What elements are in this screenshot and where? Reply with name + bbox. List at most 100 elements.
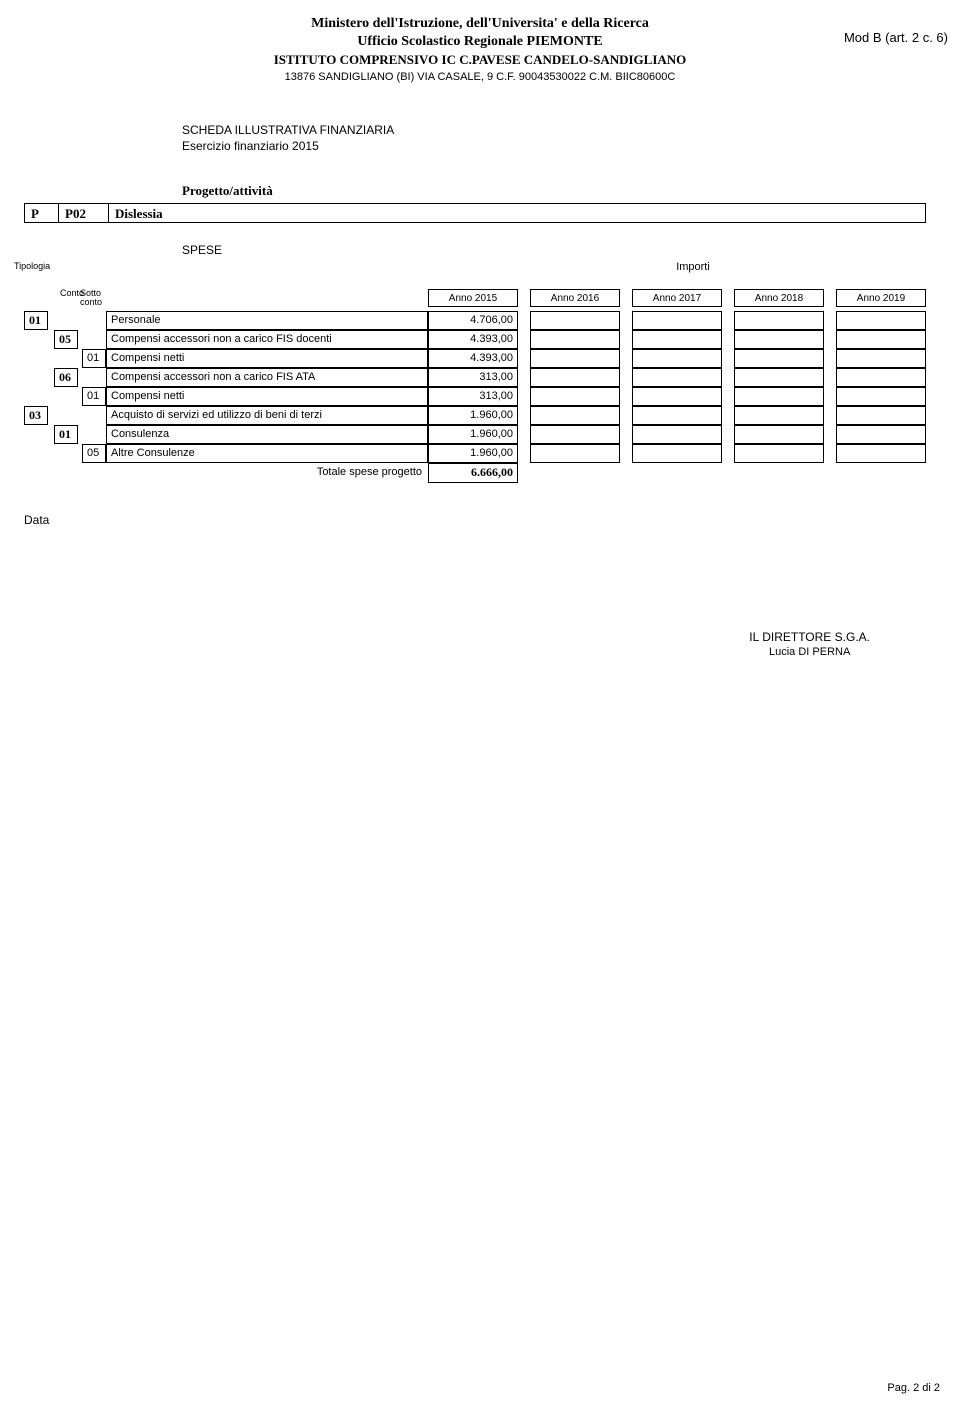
cell-description: Altre Consulenze [106, 444, 428, 463]
cell-sottoconto [82, 330, 106, 349]
cell-value [632, 330, 722, 349]
table-row: 01Personale4.706,00 [12, 311, 948, 330]
cell-tipologia [24, 368, 48, 387]
cell-sottoconto [82, 368, 106, 387]
cell-value [734, 425, 824, 444]
year-2017: Anno 2017 [632, 289, 722, 307]
signature-name: Lucia DI PERNA [749, 646, 870, 658]
cell-tipologia: 03 [24, 406, 48, 425]
cell-value [734, 444, 824, 463]
cell-value: 1.960,00 [428, 406, 518, 425]
cell-value: 1.960,00 [428, 425, 518, 444]
cell-conto [54, 406, 78, 425]
total-label: Totale spese progetto [12, 463, 428, 483]
sottoconto-header-text: Sottoconto [80, 289, 102, 307]
cell-conto: 06 [54, 368, 78, 387]
cell-value: 1.960,00 [428, 444, 518, 463]
cell-value [632, 311, 722, 330]
cell-value [836, 311, 926, 330]
data-label: Data [24, 513, 948, 527]
table-row: 01 Consulenza1.960,00 [12, 425, 948, 444]
signature-title: IL DIRETTORE S.G.A. [749, 630, 870, 644]
cell-value [530, 425, 620, 444]
cell-value [530, 444, 620, 463]
cell-value: 4.706,00 [428, 311, 518, 330]
year-2016: Anno 2016 [530, 289, 620, 307]
cell-conto: 05 [54, 330, 78, 349]
cell-value [530, 311, 620, 330]
document-header: Mod B (art. 2 c. 6) Ministero dell'Istru… [12, 16, 948, 83]
importi-header: Importi [438, 261, 948, 273]
cell-value [836, 387, 926, 406]
cell-conto [54, 349, 78, 368]
cell-value [530, 349, 620, 368]
cell-value: 313,00 [428, 368, 518, 387]
cell-value [632, 349, 722, 368]
year-2015: Anno 2015 [428, 289, 518, 307]
cell-value [836, 406, 926, 425]
cell-value: 4.393,00 [428, 349, 518, 368]
cell-tipologia: 01 [24, 311, 48, 330]
table-row: 06 Compensi accessori non a carico FIS AT… [12, 368, 948, 387]
cell-value [530, 368, 620, 387]
year-2018: Anno 2018 [734, 289, 824, 307]
cell-value [734, 330, 824, 349]
institute-line: ISTITUTO COMPRENSIVO IC C.PAVESE CANDELO… [12, 52, 948, 68]
cell-value [530, 330, 620, 349]
cell-value [632, 444, 722, 463]
cell-tipologia [24, 387, 48, 406]
table-row: 01Compensi netti313,00 [12, 387, 948, 406]
cell-conto [54, 387, 78, 406]
spese-table: Tipologia Importi Conto Sottoconto Anno … [12, 261, 948, 483]
cell-value [632, 406, 722, 425]
cell-value: 4.393,00 [428, 330, 518, 349]
cell-value [734, 368, 824, 387]
cell-tipologia [24, 425, 48, 444]
section-header: SCHEDA ILLUSTRATIVA FINANZIARIA Esercizi… [182, 123, 948, 153]
cell-value [734, 387, 824, 406]
cell-conto [54, 444, 78, 463]
cell-sottoconto [82, 311, 106, 330]
table-row: 05Compensi accessori non a carico FIS do… [12, 330, 948, 349]
address-line: 13876 SANDIGLIANO (BI) VIA CASALE, 9 C.F… [12, 71, 948, 83]
ministry-line: Ministero dell'Istruzione, dell'Universi… [12, 16, 948, 32]
cell-sottoconto [82, 406, 106, 425]
project-code-num: P02 [58, 203, 108, 223]
cell-value [734, 349, 824, 368]
total-value: 6.666,00 [428, 463, 518, 483]
cell-value [530, 406, 620, 425]
project-boxes: P P02 Dislessia [12, 203, 948, 223]
cell-sottoconto [82, 425, 106, 444]
cell-value [530, 387, 620, 406]
cell-description: Compensi netti [106, 349, 428, 368]
cell-value [836, 330, 926, 349]
cell-description: Acquisto di servizi ed utilizzo di beni … [106, 406, 428, 425]
section-title: SCHEDA ILLUSTRATIVA FINANZIARIA [182, 123, 948, 137]
signature-block: IL DIRETTORE S.G.A. Lucia DI PERNA [749, 630, 870, 658]
mod-b-label: Mod B (art. 2 c. 6) [844, 30, 948, 45]
cell-value: 313,00 [428, 387, 518, 406]
cell-value [734, 406, 824, 425]
spese-label: SPESE [182, 243, 948, 257]
year-2019: Anno 2019 [836, 289, 926, 307]
cell-value [632, 368, 722, 387]
tipologia-header: Tipologia [12, 261, 60, 271]
page-footer: Pag. 2 di 2 [887, 1382, 940, 1394]
section-subtitle: Esercizio finanziario 2015 [182, 139, 948, 153]
project-name: Dislessia [108, 203, 926, 223]
cell-description: Compensi accessori non a carico FIS ATA [106, 368, 428, 387]
cell-tipologia [24, 349, 48, 368]
cell-value [632, 387, 722, 406]
cell-conto: 01 [54, 425, 78, 444]
cell-value [836, 349, 926, 368]
cell-conto [54, 311, 78, 330]
table-row: 01Compensi netti4.393,00 [12, 349, 948, 368]
cell-sottoconto: 01 [82, 387, 106, 406]
cell-value [734, 311, 824, 330]
cell-sottoconto: 05 [82, 444, 106, 463]
cell-description: Compensi netti [106, 387, 428, 406]
cell-value [836, 444, 926, 463]
cell-tipologia [24, 444, 48, 463]
cell-description: Consulenza [106, 425, 428, 444]
office-line: Ufficio Scolastico Regionale PIEMONTE [12, 34, 948, 50]
